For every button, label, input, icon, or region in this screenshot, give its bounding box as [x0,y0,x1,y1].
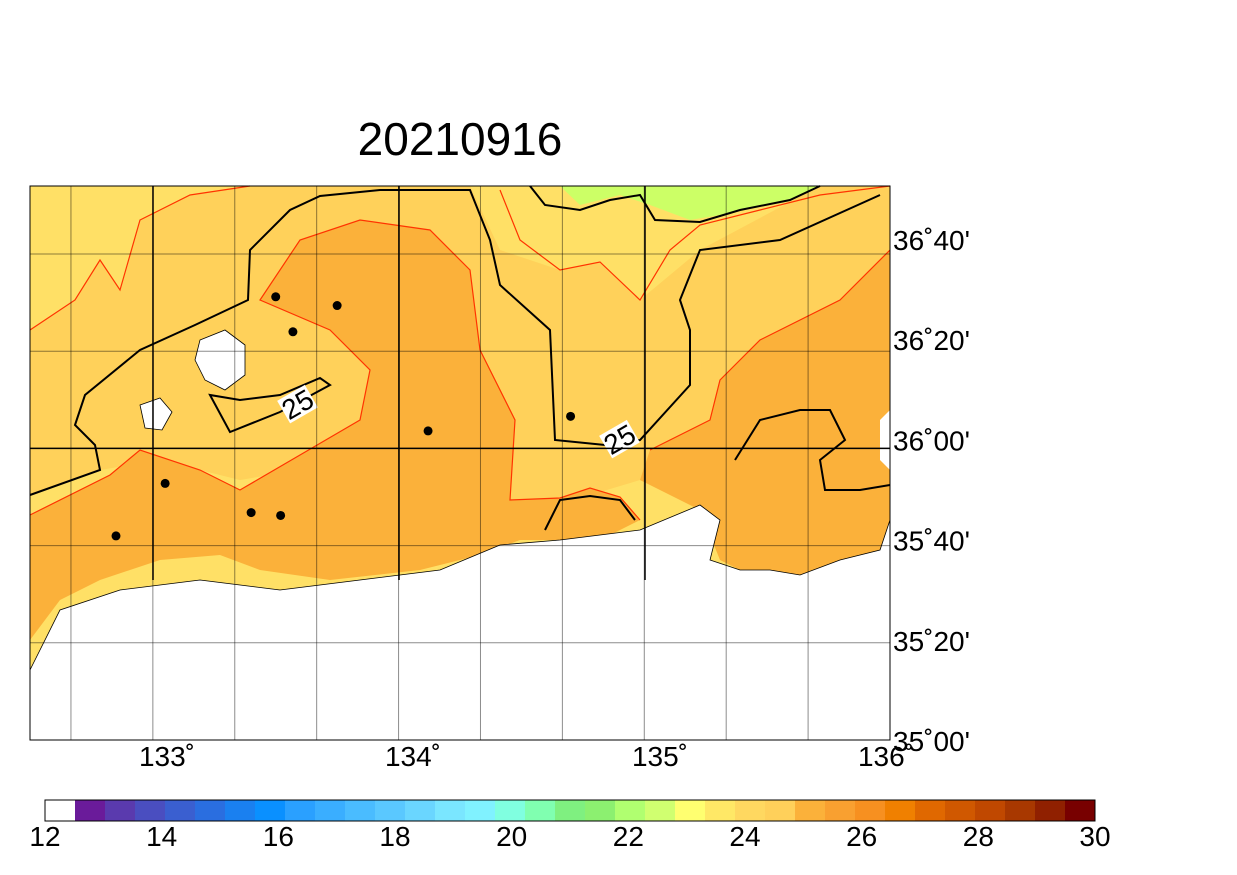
colorbar-swatch [1065,800,1096,821]
isotherm-north [499,185,891,301]
isotherm-east [649,249,891,451]
colorbar-tick-label: 20 [496,821,527,852]
station-dot [271,292,281,302]
colorbar-swatch [975,800,1006,821]
x-tick-label: 133˚ [139,741,195,772]
map-area: 25 25 [29,185,891,741]
colorbar-swatch [195,800,226,821]
colorbar-swatch [225,800,256,821]
colorbar-swatch [75,800,106,821]
colorbar-tick-label: 30 [1079,821,1110,852]
colorbar-swatch [795,800,826,821]
contour-25-west [29,189,881,496]
colorbar-tick-label: 16 [263,821,294,852]
contour-25-north [529,185,821,224]
colorbar-tick-label: 24 [729,821,760,852]
station-dot [288,327,298,337]
station-dot [246,508,256,518]
colorbar-swatch [405,800,436,821]
y-tick-label: 36˚00' [893,425,970,456]
map-title: 20210916 [357,113,563,165]
colorbar-swatch [765,800,796,821]
y-tick-label: 35˚00' [893,726,970,757]
sst-band-23 [560,186,820,220]
colorbar-swatch [375,800,406,821]
colorbar-tick-label: 26 [846,821,877,852]
y-tick-label: 35˚40' [893,526,970,557]
colorbar-swatch [615,800,646,821]
land-oki-islands [194,329,246,391]
colorbar-tick-label: 28 [963,821,994,852]
y-axis-tick-labels: 36˚40' 36˚20' 36˚00' 35˚40' 35˚20' 35˚00' [893,225,970,757]
colorbar-swatch [945,800,976,821]
y-tick-label: 35˚20' [893,626,970,657]
colorbar-swatch [885,800,916,821]
colorbar-swatch [465,800,496,821]
colorbar-swatch [165,800,196,821]
colorbar-swatch [675,800,706,821]
colorbar-swatch [705,800,736,821]
colorbar-tick-label: 12 [29,821,60,852]
colorbar-swatch [825,800,856,821]
isotherm-24-5 [29,185,251,331]
x-tick-label: 136˚ [858,741,914,772]
contour-25-south [544,494,636,531]
colorbar-swatch [255,800,286,821]
isotherm-25-5 [29,219,641,521]
land-east-coast [880,410,890,470]
major-gridlines [30,186,890,580]
station-dot [332,301,342,311]
colorbar-tick-label: 14 [146,821,177,852]
map-frame [29,185,891,741]
y-tick-label: 36˚40' [893,225,970,256]
colorbar-swatch [315,800,346,821]
colorbar-swatch [855,800,886,821]
land-oki-dogo-small [139,397,173,431]
colorbar-swatch [585,800,616,821]
station-dot [276,510,286,520]
colorbar-swatch [285,800,316,821]
colorbar-swatch [135,800,166,821]
contour-25-east-loop [734,409,891,491]
colorbar-swatch [105,800,136,821]
x-tick-label: 134˚ [385,741,441,772]
colorbar-tick-labels: 12 14 16 18 20 22 24 26 28 30 [29,821,1110,852]
sst-band-26-east [640,250,890,580]
station-markers [111,292,576,541]
colorbar-tick-label: 18 [379,821,410,852]
sst-band-26-west [30,220,640,640]
station-dot [566,411,576,421]
station-dot [111,531,121,541]
colorbar-swatch [495,800,526,821]
colorbar-swatch [45,800,76,821]
station-dot [423,426,433,436]
y-tick-label: 36˚20' [893,325,970,356]
land-honshu [29,504,891,741]
colorbar-swatch [1035,800,1066,821]
colorbar-swatch [915,800,946,821]
colorbar-swatch [1005,800,1036,821]
x-axis-tick-labels: 133˚ 134˚ 135˚ 136˚ [139,741,914,772]
colorbar [44,799,1096,822]
colorbar-swatch [525,800,556,821]
colorbar-swatch [345,800,376,821]
contour-25-loop [208,376,332,434]
colorbar-tick-label: 22 [613,821,644,852]
x-tick-label: 135˚ [632,741,688,772]
colorbar-swatch [435,800,466,821]
colorbar-swatch [645,800,676,821]
station-dot [160,478,170,488]
colorbar-swatch [735,800,766,821]
colorbar-frame [44,799,1096,822]
colorbar-swatch [555,800,586,821]
